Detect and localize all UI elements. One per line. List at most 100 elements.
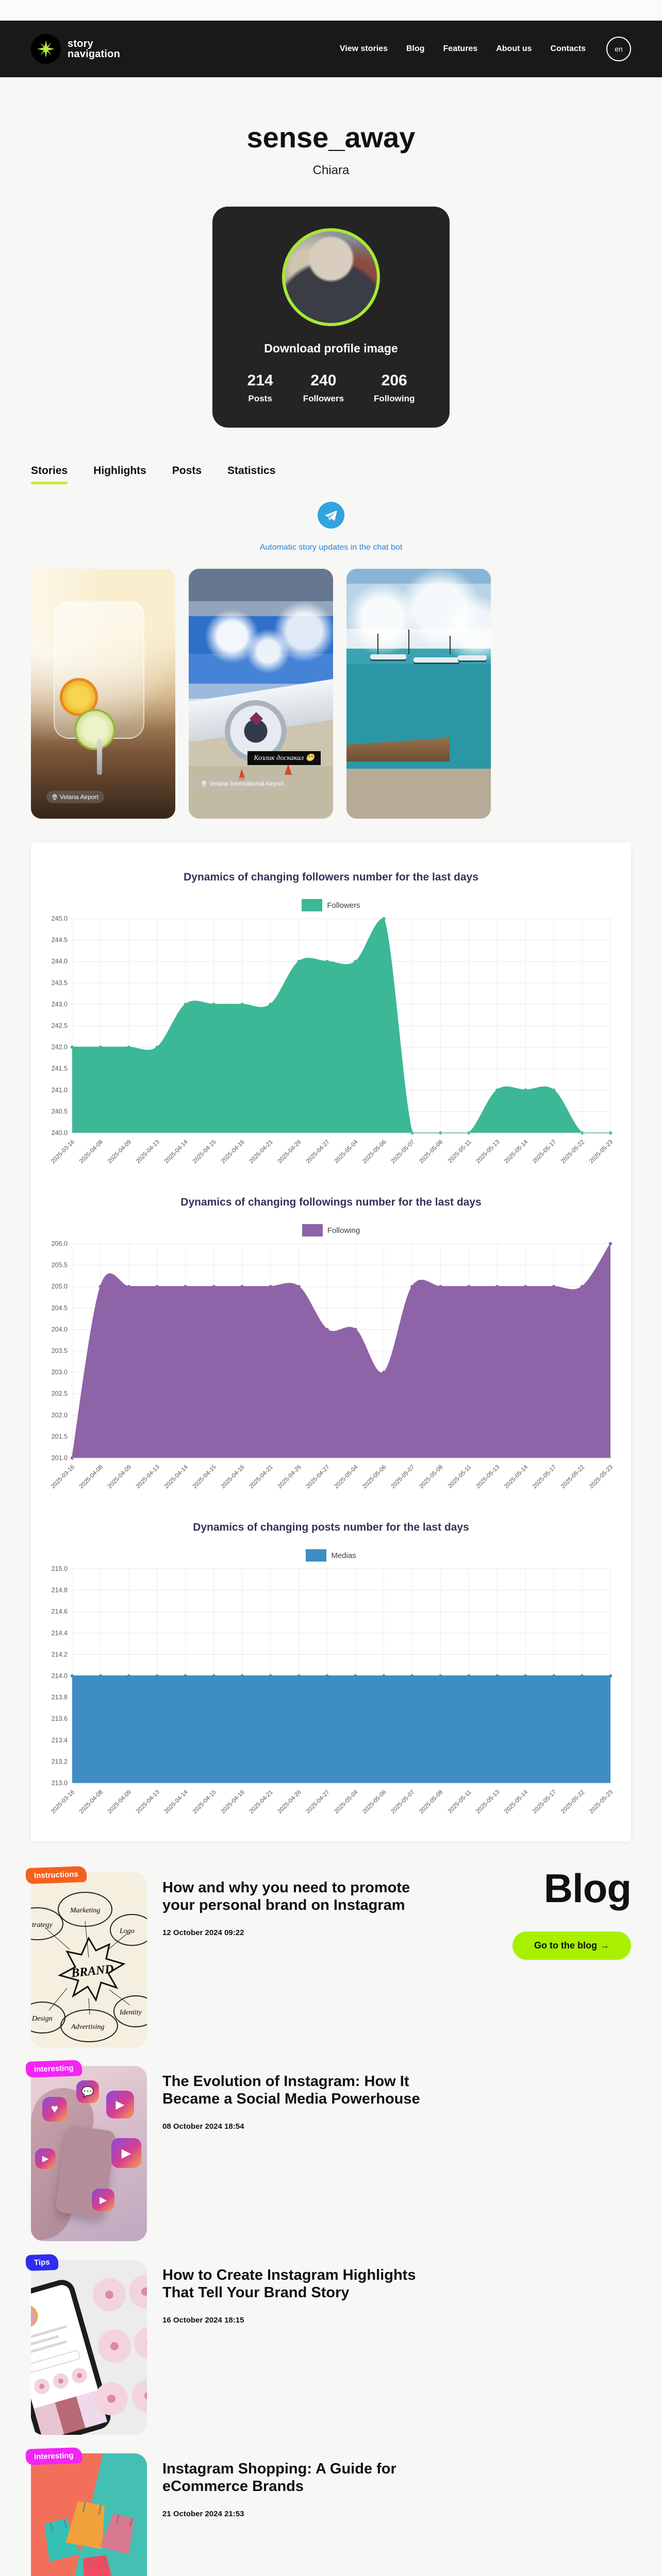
story-thumbnail-3[interactable]	[346, 569, 491, 819]
posts-chart-legend[interactable]: Medias	[41, 1549, 621, 1562]
svg-text:241.5: 241.5	[52, 1065, 68, 1072]
mast-shape	[408, 630, 409, 654]
blog-article-3-title[interactable]: How to Create Instagram Highlights That …	[162, 2267, 416, 2301]
nav-about-us[interactable]: About us	[496, 44, 532, 53]
blog-article-4-date: 21 October 2024 21:53	[162, 2510, 244, 2519]
article-tag-instructions: Instructions	[25, 1866, 87, 1885]
svg-text:2025-04-13: 2025-04-13	[135, 1139, 161, 1165]
svg-text:2025-05-08: 2025-05-08	[418, 1139, 444, 1165]
blog-article-2-title[interactable]: The Evolution of Instagram: How It Becam…	[162, 2073, 420, 2107]
svg-text:201.0: 201.0	[52, 1454, 68, 1462]
logo-starburst-icon	[31, 34, 61, 64]
story-thumbnail-2[interactable]: Козлик доскакал 😬 Velana International A…	[189, 569, 333, 819]
blog-article-4[interactable]: Interesting Instagram Shopping: A Guide …	[25, 2447, 443, 2576]
download-profile-image-link[interactable]: Download profile image	[264, 342, 398, 355]
svg-text:243.5: 243.5	[52, 979, 68, 987]
svg-text:2025-05-08: 2025-05-08	[418, 1464, 444, 1490]
svg-text:214.4: 214.4	[52, 1630, 68, 1637]
story-2-caption: Козлик доскакал 😬	[247, 751, 321, 765]
svg-text:2025-05-07: 2025-05-07	[390, 1789, 416, 1815]
profile-card: Download profile image 214 Posts 240 Fol…	[212, 207, 450, 428]
tab-stories[interactable]: Stories	[31, 465, 68, 484]
svg-text:2025-04-14: 2025-04-14	[163, 1789, 190, 1815]
svg-text:2025-03-16: 2025-03-16	[50, 1789, 76, 1815]
reels-icon: ▶	[106, 2091, 134, 2119]
svg-text:2025-05-13: 2025-05-13	[475, 1464, 501, 1490]
svg-text:213.0: 213.0	[52, 1780, 68, 1787]
svg-text:2025-04-15: 2025-04-15	[192, 1789, 218, 1815]
stat-followers-label: Followers	[303, 394, 344, 403]
svg-text:2025-04-21: 2025-04-21	[249, 1139, 274, 1165]
svg-text:214.8: 214.8	[52, 1587, 68, 1594]
nav-view-stories[interactable]: View stories	[339, 44, 388, 53]
blog-article-2-date: 08 October 2024 18:54	[162, 2122, 244, 2131]
go-to-blog-button[interactable]: Go to the blog →	[512, 1931, 631, 1960]
posts-legend-swatch	[306, 1549, 327, 1562]
active-tab-underline	[31, 482, 68, 484]
language-switcher[interactable]: en	[606, 37, 631, 61]
boat-shape	[370, 654, 406, 659]
profile-avatar	[282, 228, 380, 326]
svg-text:2025-04-16: 2025-04-16	[220, 1464, 246, 1490]
instagram-phone-art: ♥ 💬 ▶ ▶ ▶ ▶	[31, 2066, 147, 2241]
stat-following-label: Following	[374, 394, 415, 403]
profile-username: sense_away	[246, 121, 416, 154]
blog-articles-list: Instructions BRAND Marketing	[25, 1866, 443, 2576]
blog-heading: Blog	[543, 1866, 632, 1911]
arrow-right-icon: →	[600, 1940, 609, 1951]
svg-text:203.0: 203.0	[52, 1369, 68, 1376]
svg-text:2025-05-11: 2025-05-11	[447, 1464, 472, 1489]
svg-text:2025-04-09: 2025-04-09	[107, 1139, 133, 1165]
svg-text:2025-03-16: 2025-03-16	[50, 1139, 76, 1165]
svg-text:205.0: 205.0	[52, 1283, 68, 1290]
svg-text:204.5: 204.5	[52, 1304, 68, 1312]
blog-article-4-title[interactable]: Instagram Shopping: A Guide for eCommerc…	[162, 2461, 396, 2495]
svg-text:2025-05-04: 2025-05-04	[334, 1464, 360, 1490]
svg-text:2025-04-15: 2025-04-15	[192, 1464, 218, 1490]
telegram-icon[interactable]	[318, 502, 344, 529]
nav-blog[interactable]: Blog	[406, 44, 425, 53]
svg-text:2025-04-26: 2025-04-26	[277, 1789, 303, 1815]
followings-chart-legend[interactable]: Following	[41, 1224, 621, 1236]
telegram-chatbot-link[interactable]: Automatic story updates in the chat bot	[259, 543, 403, 552]
story-2-location-tag: Velana International Airport	[196, 777, 290, 790]
svg-text:2025-04-09: 2025-04-09	[107, 1789, 133, 1815]
followings-chart-block: Dynamics of changing followings number f…	[41, 1196, 621, 1503]
telegram-promo: Automatic story updates in the chat bot	[0, 502, 662, 552]
svg-text:2025-05-23: 2025-05-23	[588, 1789, 614, 1815]
followers-chart-legend[interactable]: Followers	[41, 899, 621, 911]
blog-article-2[interactable]: Interesting ♥ 💬 ▶ ▶ ▶ ▶ The Evolution of…	[25, 2060, 443, 2241]
svg-text:Logo: Logo	[119, 1927, 135, 1935]
svg-text:2025-05-11: 2025-05-11	[447, 1139, 472, 1164]
highlights-phone-art	[31, 2260, 147, 2435]
svg-text:2025-04-08: 2025-04-08	[78, 1464, 104, 1490]
svg-text:2025-04-16: 2025-04-16	[220, 1789, 246, 1815]
svg-text:2025-05-14: 2025-05-14	[503, 1789, 529, 1815]
blog-article-1[interactable]: Instructions BRAND Marketing	[25, 1866, 443, 2047]
tab-statistics[interactable]: Statistics	[227, 465, 276, 477]
svg-text:2025-04-26: 2025-04-26	[277, 1139, 303, 1165]
svg-text:202.5: 202.5	[52, 1390, 68, 1397]
site-header: story navigation View stories Blog Featur…	[0, 21, 662, 77]
svg-text:213.8: 213.8	[52, 1694, 68, 1701]
nav-contacts[interactable]: Contacts	[550, 44, 586, 53]
story-3-image	[346, 569, 491, 819]
svg-text:2025-05-23: 2025-05-23	[588, 1139, 614, 1165]
blog-article-3[interactable]: Tips	[25, 2253, 443, 2435]
tab-highlights[interactable]: Highlights	[93, 465, 146, 477]
blog-article-1-title[interactable]: How and why you need to promote your per…	[162, 1879, 410, 1913]
blog-article-4-image: Interesting	[25, 2447, 147, 2576]
svg-text:BRAND: BRAND	[70, 1962, 114, 1980]
story-thumbnail-1[interactable]: Velana Airport	[31, 569, 175, 819]
blog-article-3-image: Tips	[25, 2253, 147, 2435]
logo[interactable]: story navigation	[31, 34, 120, 64]
blog-article-2-image: Interesting ♥ 💬 ▶ ▶ ▶ ▶	[25, 2060, 147, 2241]
stat-posts-value: 214	[247, 372, 273, 389]
nav-features[interactable]: Features	[443, 44, 478, 53]
tab-posts[interactable]: Posts	[172, 465, 202, 477]
posts-chart-title: Dynamics of changing posts number for th…	[193, 1521, 469, 1533]
article-tag-tips: Tips	[25, 2253, 59, 2272]
shopping-bags-art	[31, 2453, 147, 2576]
posts-legend-label: Medias	[331, 1551, 356, 1560]
main-content: sense_away Chiara Download profile image…	[0, 121, 662, 2576]
